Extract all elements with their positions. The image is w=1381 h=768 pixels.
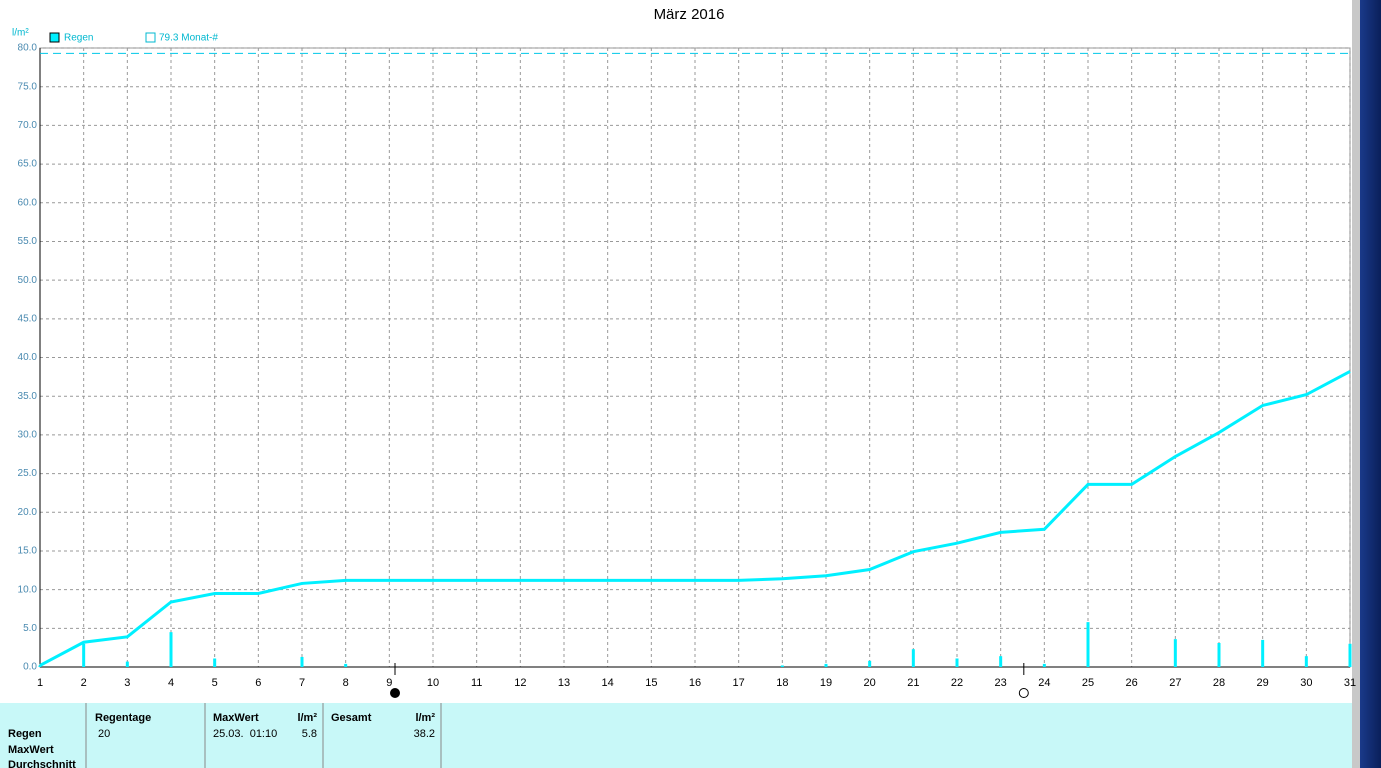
table-cell: 5.8 [302,728,317,740]
moon-icon [1018,688,1029,698]
x-tick-label: 3 [124,677,130,689]
rain-bar [300,656,304,667]
y-tick-label: 75.0 [18,81,38,92]
y-tick-label: 35.0 [18,391,38,402]
table-header: Gesamt [331,712,372,724]
x-tick-label: 31 [1344,677,1356,689]
x-tick-label: 9 [386,677,392,689]
y-tick-label: 45.0 [18,313,38,324]
x-tick-label: 30 [1300,677,1312,689]
legend-label: Regen [64,33,93,44]
y-tick-label: 70.0 [18,120,38,131]
x-tick-label: 11 [471,677,482,689]
y-tick-label: 10.0 [18,584,38,595]
row-label: Regen [8,728,42,740]
x-tick-label: 20 [864,677,876,689]
x-tick-label: 17 [733,677,745,689]
x-tick-label: 6 [255,677,261,689]
rain-bar [1173,639,1177,667]
x-tick-label: 13 [558,677,570,689]
legend-ref-label: 79.3 Monat-# [159,33,218,44]
cumulative-line [39,370,1351,667]
rain-bar [999,656,1003,667]
x-tick-label: 16 [689,677,701,689]
table-cell: 20 [98,728,110,740]
rain-bar [911,649,915,667]
x-tick-label: 4 [168,677,174,689]
x-tick-label: 14 [602,677,614,689]
x-tick-label: 18 [776,677,788,689]
y-tick-label: 0.0 [23,662,37,673]
rain-bar [1304,656,1308,667]
frame-blue [1360,0,1381,768]
x-tick-label: 21 [907,677,919,689]
x-tick-label: 26 [1126,677,1138,689]
rain-bar [38,665,42,667]
rain-bar [344,663,348,667]
x-tick-label: 7 [299,677,305,689]
y-tick-label: 20.0 [18,507,38,518]
x-tick-label: 12 [514,677,526,689]
y-tick-label: 55.0 [18,236,38,247]
x-tick-label: 22 [951,677,963,689]
y-tick-label: 5.0 [23,623,37,634]
x-tick-label: 1 [37,677,43,689]
rain-bar [213,658,217,667]
rain-bar [780,665,784,667]
y-tick-label: 60.0 [18,197,38,208]
rain-bar [82,643,86,667]
x-tick-label: 2 [81,677,87,689]
rain-bar [1261,639,1265,667]
x-tick-label: 23 [995,677,1007,689]
y-tick-label: 50.0 [18,275,38,286]
moon-icon [390,688,401,698]
summary-table: Regentage MaxWert l/m² Gesamt l/m² Regen… [0,703,1352,768]
table-cell: 25.03. 01:10 [213,728,277,740]
rain-bar [1042,663,1046,667]
x-tick-label: 8 [343,677,349,689]
rain-bar [1086,622,1090,667]
row-label: MaxWert [8,744,54,756]
table-bg [0,703,1352,768]
table-header: Regentage [95,712,151,724]
y-tick-label: 25.0 [18,468,38,479]
rain-bar [955,658,959,667]
row-label: Durchschnitt [8,759,76,768]
table-header: l/m² [415,712,435,724]
legend-swatch [49,32,60,43]
y-tick-label: 80.0 [18,43,38,54]
x-tick-label: 28 [1213,677,1225,689]
legend-swatch-ref [145,32,156,43]
table-cell: 38.2 [414,728,435,740]
x-tick-label: 27 [1169,677,1181,689]
y-tick-label: 40.0 [18,352,38,363]
table-header: l/m² [297,712,317,724]
y-tick-label: 15.0 [18,546,38,557]
plot: 0.0 5.0 10.0 15.0 20.0 25.0 30.0 35.0 40.0 45.0 50… [18,43,1356,698]
rain-bar [1348,643,1352,667]
x-tick-label: 19 [820,677,832,689]
x-tick-label: 5 [212,677,218,689]
chart-title: März 2016 [654,6,725,23]
x-tick-label: 24 [1038,677,1050,689]
rain-bar [824,663,828,667]
x-tick-label: 29 [1257,677,1269,689]
rain-bar [868,660,872,667]
y-tick-label: 65.0 [18,159,38,170]
table-header: MaxWert [213,712,259,724]
y-unit: l/m² [12,28,29,39]
rain-bar [169,632,173,667]
x-tick-label: 15 [645,677,657,689]
x-tick-label: 10 [427,677,439,689]
rain-bar [1217,643,1221,667]
y-tick-label: 30.0 [18,430,38,441]
x-tick-label: 25 [1082,677,1094,689]
frame-gray [1352,0,1360,768]
rain-bar [125,661,129,667]
